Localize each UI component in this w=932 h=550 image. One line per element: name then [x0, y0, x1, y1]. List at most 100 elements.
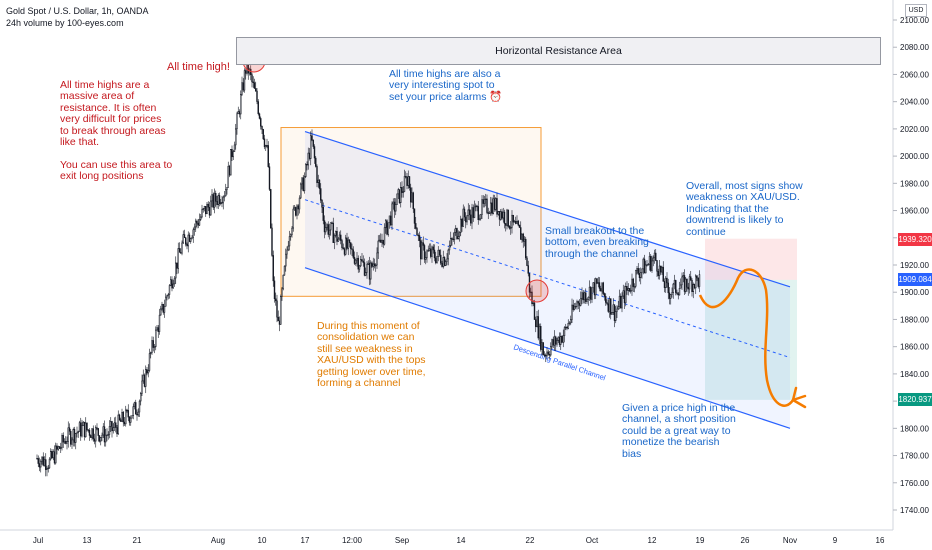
time-tick-label: 10	[258, 536, 267, 545]
price-tick-label: 1960.00	[900, 207, 929, 216]
candle-body	[236, 113, 238, 130]
candle-body	[587, 296, 589, 300]
candle-body	[196, 220, 198, 224]
candle-body	[57, 446, 59, 450]
candle-body	[303, 176, 306, 191]
candle-body	[301, 177, 303, 185]
candle-body	[70, 430, 72, 445]
candle-body	[665, 277, 667, 288]
candle-body	[222, 196, 224, 204]
candle-body	[347, 239, 349, 249]
candle-body	[298, 197, 301, 210]
candle-body	[293, 207, 296, 210]
candle-body	[288, 236, 291, 247]
candle-body	[323, 220, 326, 233]
candle-body	[262, 129, 264, 140]
candle-body	[357, 257, 359, 270]
candle-body	[166, 295, 168, 298]
price-tick-label: 1880.00	[900, 315, 929, 324]
candle-body	[561, 336, 563, 343]
candle-body	[102, 426, 104, 436]
candle-body	[322, 206, 324, 221]
candle-body	[358, 265, 361, 270]
candle-body	[467, 209, 469, 217]
candle-body	[126, 409, 128, 411]
candle-body	[621, 295, 623, 309]
candle-body	[178, 248, 181, 253]
candle-body	[493, 198, 496, 210]
candle-body	[207, 203, 209, 208]
candle-body	[430, 248, 432, 257]
candle-body	[295, 207, 297, 216]
stop-price-tag: 1939.320	[898, 233, 932, 246]
candle-body	[691, 279, 693, 292]
candle-body	[512, 214, 514, 223]
channel-lower-line	[304, 267, 791, 429]
candle-body	[581, 292, 583, 299]
price-tick-label: 2100.00	[900, 16, 929, 25]
candle-body	[415, 223, 417, 229]
candle-body	[443, 257, 446, 266]
candle-body	[271, 227, 273, 256]
candle-body	[527, 265, 529, 274]
candle-body	[546, 351, 548, 357]
candle-body	[315, 157, 317, 167]
candle-body	[136, 414, 138, 416]
candle-body	[201, 209, 203, 218]
candle-body	[88, 429, 91, 436]
candle-body	[647, 264, 649, 266]
candle-body	[617, 306, 619, 310]
candle-body	[285, 253, 287, 267]
candle-body	[606, 302, 608, 304]
candle-body	[153, 346, 156, 348]
time-tick-label: 13	[83, 536, 92, 545]
candle-body	[441, 262, 443, 267]
candle-body	[573, 306, 576, 310]
time-tick-label: 16	[876, 536, 885, 545]
candle-body	[422, 242, 424, 246]
candle-body	[450, 238, 452, 246]
candle-body	[265, 145, 267, 148]
candle-body	[130, 417, 132, 423]
candle-body	[53, 451, 56, 464]
candle-body	[651, 260, 653, 271]
candle-body	[67, 427, 69, 443]
candle-body	[566, 326, 568, 329]
candle-body	[516, 220, 518, 224]
candle-body	[531, 291, 533, 305]
candle-body	[390, 215, 392, 226]
candle-body	[73, 429, 76, 443]
candle-body	[426, 250, 428, 258]
candle-body	[630, 290, 632, 292]
candle-body	[180, 252, 182, 254]
candle-body	[530, 291, 532, 294]
price-tick-label: 1840.00	[900, 370, 929, 379]
candle-body	[226, 187, 228, 190]
candle-body	[565, 326, 567, 329]
candle-body	[618, 295, 621, 307]
candle-body	[337, 238, 339, 242]
candle-body	[331, 222, 333, 224]
price-tick-label: 1860.00	[900, 343, 929, 352]
candle-body	[77, 431, 79, 433]
candle-body	[375, 264, 377, 267]
candle-body	[142, 374, 144, 382]
candle-body	[308, 152, 311, 159]
candle-body	[233, 144, 236, 152]
candle-body	[182, 234, 184, 244]
channel-fill	[305, 131, 790, 429]
candle-body	[320, 188, 322, 201]
candle-body	[72, 429, 74, 441]
candle-body	[276, 300, 278, 318]
candle-body	[170, 279, 172, 286]
currency-badge[interactable]: USD	[905, 4, 927, 17]
candle-body	[145, 369, 147, 387]
candle-body	[75, 433, 77, 443]
candle-body	[503, 211, 506, 224]
candle-body	[408, 176, 411, 188]
candle-body	[313, 146, 316, 159]
candle-body	[675, 280, 677, 293]
candle-body	[103, 426, 106, 443]
candle-body	[267, 145, 269, 167]
price-tick-label: 2020.00	[900, 125, 929, 134]
